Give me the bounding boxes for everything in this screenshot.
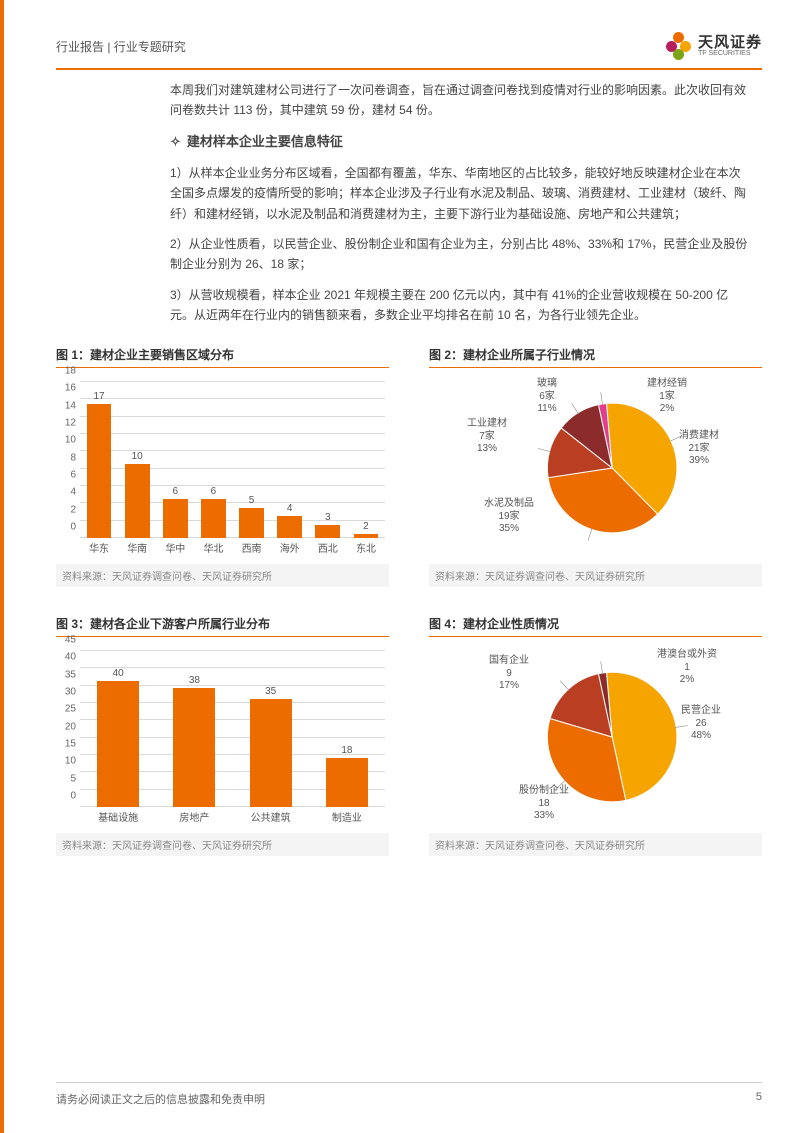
pie-label: 建材经销1家2%: [647, 378, 687, 416]
breadcrumb: 行业报告 | 行业专题研究: [56, 38, 186, 55]
chart-source: 资料来源：天风证券调查问卷、天风证券研究所: [429, 833, 762, 856]
paragraph: 1）从样本企业业务分布区域看，全国都有覆盖，华东、华南地区的占比较多，能较好地反…: [170, 163, 752, 224]
chart-title: 图 4：建材企业性质情况: [429, 615, 762, 637]
bar-value-label: 40: [113, 668, 124, 679]
bar-value-label: 2: [363, 521, 369, 532]
bar: 18: [326, 745, 368, 807]
bar: 10: [125, 451, 150, 538]
bar-category-label: 房地产: [179, 809, 209, 824]
bar: 3: [315, 512, 340, 538]
figure-4: 图 4：建材企业性质情况 民营企业2648% 股份制企业1833% 国有企业917%…: [429, 615, 762, 856]
bar-value-label: 4: [287, 503, 293, 514]
bar: 4: [277, 503, 302, 538]
bar-value-label: 17: [94, 391, 105, 402]
pie-label: 港澳台或外资12%: [657, 649, 717, 687]
pie-label: 民营企业2648%: [681, 705, 721, 743]
bar: 40: [97, 668, 139, 807]
petal-icon: [673, 49, 684, 60]
bar-category-label: 基础设施: [98, 809, 138, 824]
company-logo: 天风证券 TF SECURITIES: [664, 32, 762, 60]
bar: 6: [201, 486, 226, 538]
bar-category-label: 华东: [89, 540, 109, 555]
logo-text-en: TF SECURITIES: [698, 50, 762, 57]
chart-title: 图 1：建材企业主要销售区域分布: [56, 346, 389, 368]
paragraph: 3）从营收规模看，样本企业 2021 年规模主要在 200 亿元以内，其中有 4…: [170, 285, 752, 326]
bar: 17: [87, 391, 112, 538]
bar: 5: [239, 495, 264, 538]
pie-label: 股份制企业1833%: [519, 785, 569, 823]
pie-chart: 民营企业2648% 股份制企业1833% 国有企业917% 港澳台或外资12%: [429, 647, 762, 827]
bar: 35: [250, 686, 292, 807]
side-stripe: [0, 0, 4, 1133]
bar-category-label: 西南: [242, 540, 262, 555]
bar-category-label: 华中: [165, 540, 185, 555]
bar-category-label: 公共建筑: [251, 809, 291, 824]
section-title: ✧建材样本企业主要信息特征: [170, 131, 752, 153]
page-header: 行业报告 | 行业专题研究 天风证券 TF SECURITIES: [56, 32, 762, 70]
bar: 2: [354, 521, 379, 538]
figure-1: 图 1：建材企业主要销售区域分布 02468101214161817华东10华南…: [56, 346, 389, 587]
chart-source: 资料来源：天风证券调查问卷、天风证券研究所: [429, 564, 762, 587]
bar: 6: [163, 486, 188, 538]
page-number: 5: [756, 1091, 762, 1107]
figure-3: 图 3：建材各企业下游客户所属行业分布 05101520253035404540…: [56, 615, 389, 856]
bar-category-label: 华北: [203, 540, 223, 555]
pie-label: 玻璃6家11%: [537, 378, 557, 416]
bar-category-label: 海外: [280, 540, 300, 555]
pie-label: 工业建材7家13%: [467, 418, 507, 456]
chart-title: 图 3：建材各企业下游客户所属行业分布: [56, 615, 389, 637]
charts-grid: 图 1：建材企业主要销售区域分布 02468101214161817华东10华南…: [56, 346, 762, 856]
bar-value-label: 3: [325, 512, 331, 523]
pie-label: 水泥及制品19家35%: [484, 498, 534, 536]
bar-category-label: 华南: [127, 540, 147, 555]
bar-value-label: 6: [211, 486, 217, 497]
diamond-icon: ✧: [170, 131, 181, 153]
disclaimer: 请务必阅读正文之后的信息披露和免责申明: [56, 1091, 265, 1107]
bar: 38: [173, 675, 215, 807]
bar-value-label: 38: [189, 675, 200, 686]
logo-text-cn: 天风证券: [698, 35, 762, 50]
figure-2: 图 2：建材企业所属子行业情况 消费建材21家39% 水泥及制品19家35% 工业建…: [429, 346, 762, 587]
page-footer: 请务必阅读正文之后的信息披露和免责申明 5: [56, 1082, 762, 1107]
bar-chart: 05101520253035404540基础设施38房地产35公共建筑18制造业: [56, 647, 389, 827]
logo-petals-icon: [664, 32, 692, 60]
pie-label: 国有企业917%: [489, 655, 529, 693]
bar-category-label: 制造业: [332, 809, 362, 824]
bar-category-label: 东北: [356, 540, 376, 555]
bar-value-label: 10: [132, 451, 143, 462]
chart-source: 资料来源：天风证券调查问卷、天风证券研究所: [56, 564, 389, 587]
body-text: 本周我们对建筑建材公司进行了一次问卷调查，旨在通过调查问卷找到疫情对行业的影响因…: [170, 80, 752, 336]
bar-value-label: 5: [249, 495, 255, 506]
chart-title: 图 2：建材企业所属子行业情况: [429, 346, 762, 368]
bar-value-label: 6: [173, 486, 179, 497]
chart-source: 资料来源：天风证券调查问卷、天风证券研究所: [56, 833, 389, 856]
pie-label: 消费建材21家39%: [679, 430, 719, 468]
paragraph: 本周我们对建筑建材公司进行了一次问卷调查，旨在通过调查问卷找到疫情对行业的影响因…: [170, 80, 752, 121]
bar-value-label: 18: [341, 745, 352, 756]
bar-category-label: 西北: [318, 540, 338, 555]
bar-value-label: 35: [265, 686, 276, 697]
paragraph: 2）从企业性质看，以民营企业、股份制企业和国有企业为主，分别占比 48%、33%…: [170, 234, 752, 275]
pie-chart: 消费建材21家39% 水泥及制品19家35% 工业建材7家13% 玻璃6家11% 建材经…: [429, 378, 762, 558]
bar-chart: 02468101214161817华东10华南6华中6华北5西南4海外3西北2东…: [56, 378, 389, 558]
